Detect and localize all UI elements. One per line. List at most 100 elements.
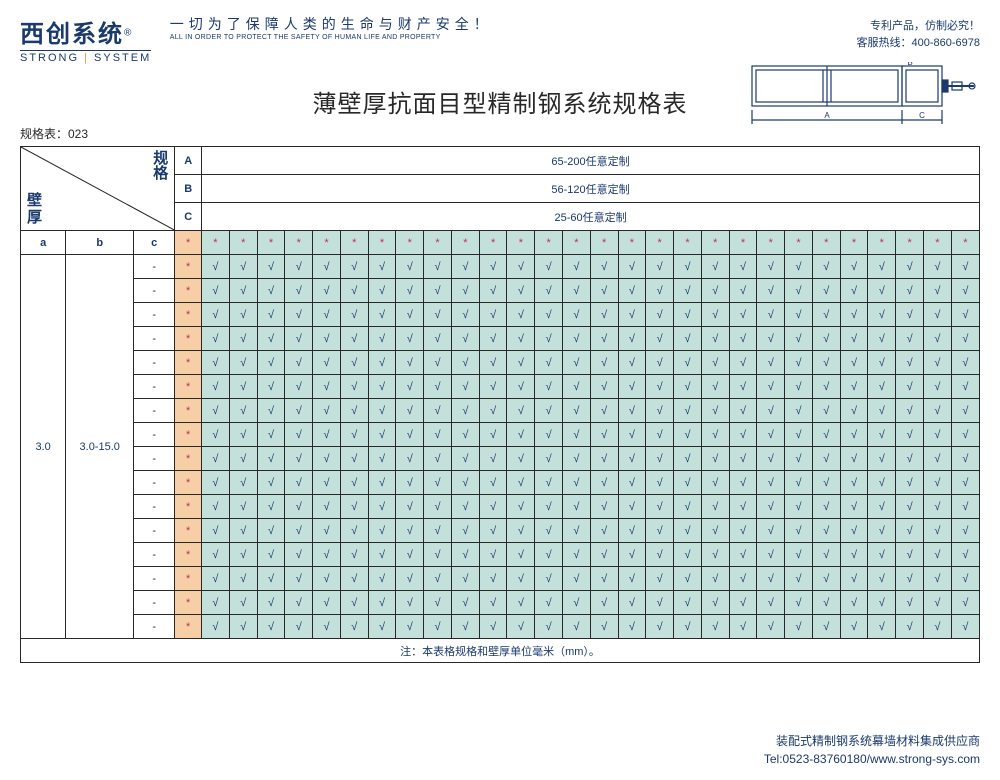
brand-logo: 西创系统® STRONG | SYSTEM — [20, 14, 151, 64]
cell-check: √ — [451, 615, 479, 639]
cell-check: √ — [840, 495, 868, 519]
cell-check: √ — [479, 303, 507, 327]
cell-check: √ — [785, 519, 813, 543]
cell-check: √ — [424, 303, 452, 327]
cell-check: √ — [923, 447, 951, 471]
cell-check: √ — [923, 303, 951, 327]
cell-check: √ — [868, 567, 896, 591]
cell-check: √ — [812, 375, 840, 399]
cell-check: √ — [701, 351, 729, 375]
cell-check: √ — [257, 471, 285, 495]
cell-check: √ — [424, 543, 452, 567]
cell-check: √ — [701, 615, 729, 639]
cell-check: √ — [840, 567, 868, 591]
cell-check: √ — [785, 351, 813, 375]
cell-check: √ — [202, 255, 230, 279]
cell-check: √ — [563, 447, 591, 471]
cell-check: √ — [923, 471, 951, 495]
cell-check: √ — [229, 423, 257, 447]
cell-check: √ — [785, 567, 813, 591]
header-star: * — [202, 231, 230, 255]
cell-check: √ — [396, 327, 424, 351]
cell-check: √ — [590, 399, 618, 423]
cell-check: √ — [840, 327, 868, 351]
cell-check: √ — [951, 447, 979, 471]
cell-check: √ — [674, 495, 702, 519]
cell-check: √ — [618, 255, 646, 279]
cell-check: √ — [340, 279, 368, 303]
cell-check: √ — [618, 279, 646, 303]
cell-check: √ — [535, 591, 563, 615]
cell-check: √ — [313, 375, 341, 399]
cell-check: √ — [646, 255, 674, 279]
cell-check: √ — [368, 375, 396, 399]
cell-check: √ — [535, 519, 563, 543]
cell-check: √ — [229, 543, 257, 567]
cell-check: √ — [257, 567, 285, 591]
cell-check: √ — [396, 615, 424, 639]
cell-check: √ — [368, 615, 396, 639]
cell-check: √ — [229, 399, 257, 423]
cell-check: √ — [701, 255, 729, 279]
cell-check: √ — [424, 591, 452, 615]
cell-check: √ — [313, 615, 341, 639]
cell-check: √ — [340, 519, 368, 543]
cell-check: √ — [313, 447, 341, 471]
cell-star: * — [175, 567, 202, 591]
header-star: * — [618, 231, 646, 255]
cell-check: √ — [507, 447, 535, 471]
footer: 装配式精制钢系统幕墙材料集成供应商 Tel:0523-83760180/www.… — [764, 732, 980, 768]
header-star: * — [840, 231, 868, 255]
cell-check: √ — [951, 375, 979, 399]
cell-check: √ — [868, 519, 896, 543]
cell-check: √ — [729, 399, 757, 423]
cell-check: √ — [229, 519, 257, 543]
cell-check: √ — [757, 375, 785, 399]
cell-check: √ — [340, 615, 368, 639]
val-b: 3.0-15.0 — [66, 255, 134, 639]
cell-check: √ — [396, 495, 424, 519]
cell-check: √ — [479, 255, 507, 279]
cell-check: √ — [618, 375, 646, 399]
cell-check: √ — [729, 303, 757, 327]
cell-check: √ — [507, 399, 535, 423]
cell-check: √ — [701, 303, 729, 327]
cell-check: √ — [646, 399, 674, 423]
cell-star: * — [175, 375, 202, 399]
cell-check: √ — [896, 279, 924, 303]
cell-check: √ — [729, 471, 757, 495]
cell-check: √ — [757, 399, 785, 423]
val-c: - — [134, 399, 175, 423]
svg-text:A: A — [824, 111, 830, 120]
cell-star: * — [175, 327, 202, 351]
cell-check: √ — [868, 327, 896, 351]
cell-check: √ — [313, 327, 341, 351]
cell-check: √ — [812, 471, 840, 495]
cell-check: √ — [340, 351, 368, 375]
cell-check: √ — [563, 471, 591, 495]
cell-check: √ — [785, 399, 813, 423]
cell-check: √ — [368, 351, 396, 375]
cell-check: √ — [729, 447, 757, 471]
cell-check: √ — [535, 351, 563, 375]
cell-check: √ — [951, 591, 979, 615]
col-c: c — [134, 231, 175, 255]
cell-check: √ — [618, 567, 646, 591]
cell-check: √ — [507, 327, 535, 351]
header-star: * — [368, 231, 396, 255]
cell-check: √ — [396, 471, 424, 495]
cell-check: √ — [785, 471, 813, 495]
cell-check: √ — [451, 279, 479, 303]
cell-check: √ — [618, 543, 646, 567]
cell-check: √ — [646, 495, 674, 519]
header-star: * — [923, 231, 951, 255]
cell-check: √ — [479, 567, 507, 591]
header-star: * — [507, 231, 535, 255]
cell-check: √ — [757, 615, 785, 639]
cell-check: √ — [313, 591, 341, 615]
col-b: b — [66, 231, 134, 255]
cell-check: √ — [646, 519, 674, 543]
header-star: * — [757, 231, 785, 255]
cell-check: √ — [923, 399, 951, 423]
cell-check: √ — [285, 543, 313, 567]
